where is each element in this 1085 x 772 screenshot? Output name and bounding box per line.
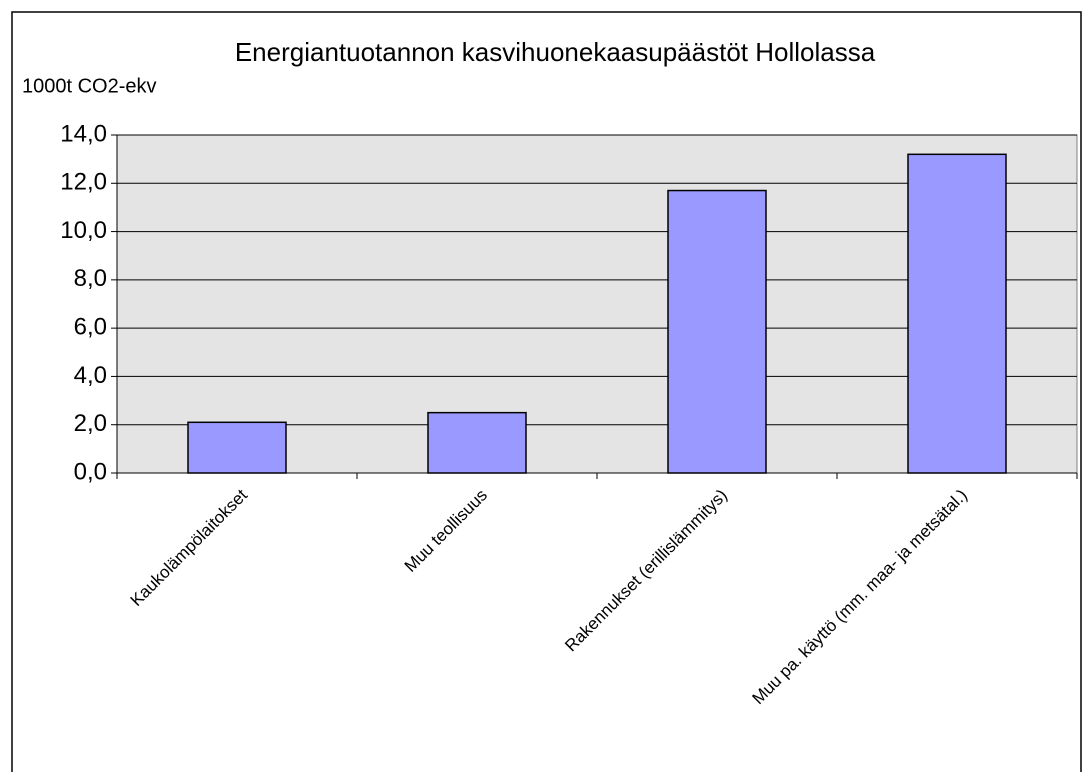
- y-tick-label: 2,0: [74, 410, 107, 437]
- bar: [187, 421, 287, 474]
- y-tick-label: 8,0: [74, 265, 107, 292]
- y-tick-label: 0,0: [74, 458, 107, 485]
- bar: [907, 153, 1007, 474]
- y-axis-label: 1000t CO2-ekv: [22, 75, 157, 97]
- y-tick-label: 12,0: [60, 169, 107, 196]
- y-tick-label: 10,0: [60, 217, 107, 244]
- y-tick-label: 14,0: [60, 120, 107, 147]
- bar: [427, 411, 527, 474]
- chart-title: Energiantuotannon kasvihuonekaasupäästöt…: [235, 37, 876, 67]
- y-tick-label: 6,0: [74, 313, 107, 340]
- y-tick-label: 4,0: [74, 362, 107, 389]
- bar: [667, 189, 767, 474]
